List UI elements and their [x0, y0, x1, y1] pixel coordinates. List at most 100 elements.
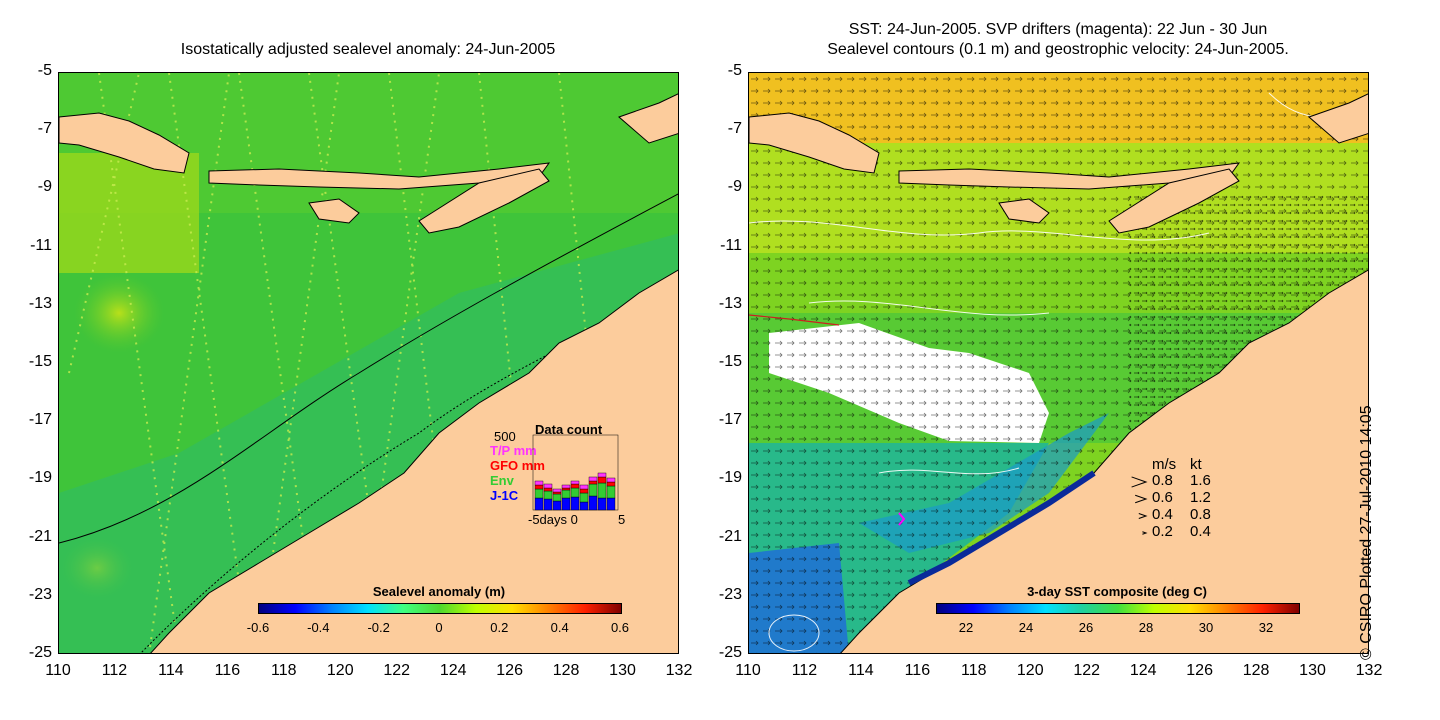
left-x-tick-label: 130	[609, 662, 636, 679]
left-y-tick-label: -13	[28, 294, 52, 312]
land-sumba	[998, 198, 1050, 224]
land-java	[59, 112, 190, 174]
left-x-tick-label: 112	[101, 662, 128, 679]
left-x-tick-label: 116	[214, 662, 241, 679]
velocity-legend-kt: 0.8	[1190, 506, 1211, 523]
left-colorbar-tick: 0.6	[610, 620, 630, 635]
left-x-tick-label: 118	[271, 662, 297, 679]
anomaly-high-region	[59, 153, 199, 273]
legend-env: Env	[490, 473, 514, 488]
right-panel-title-line2: Sealevel contours (0.1 m) and geostrophi…	[827, 41, 1289, 58]
left-y-tick-label: -5	[37, 62, 52, 79]
velocity-legend-ms: 0.8	[1152, 472, 1173, 489]
left-colorbar-tick: 0.4	[550, 620, 569, 635]
left-y-tick-label: -15	[28, 353, 52, 370]
right-y-tick-label: -11	[720, 236, 742, 254]
velocity-legend-ms: 0.2	[1152, 523, 1173, 540]
land-australia	[150, 269, 678, 653]
right-y-tick-label: -9	[727, 178, 742, 196]
left-x-tick-label: 122	[383, 662, 411, 679]
right-x-tick-label: 110	[735, 662, 761, 679]
land-north-island	[618, 93, 678, 144]
legend-j1c: J-1C	[490, 488, 519, 503]
velocity-legend-header-ms: m/s	[1152, 456, 1177, 473]
left-colorbar-tick: -0.6	[246, 620, 270, 635]
left-y-tick-label: -11	[30, 236, 52, 254]
land-north-island	[1308, 93, 1368, 144]
right-x-tick-label: 124	[1129, 662, 1157, 679]
right-x-tick-label: 122	[1073, 662, 1101, 679]
left-y-tick-label: -23	[28, 585, 52, 603]
legend-gfo: GFO mm	[490, 458, 545, 473]
left-panel-title: Isostatically adjusted sealevel anomaly:…	[180, 41, 556, 58]
right-colorbar	[936, 603, 1300, 614]
data-count-xlabel-end: 5	[618, 512, 626, 527]
left-colorbar	[258, 603, 622, 614]
right-y-tick-label: -21	[718, 527, 742, 545]
depth-contour	[59, 193, 678, 544]
left-colorbar-tick: 0.2	[490, 620, 509, 635]
right-x-tick-label: 118	[961, 662, 987, 679]
velocity-legend-ms: 0.6	[1152, 489, 1173, 506]
left-y-tick-label: -17	[28, 411, 52, 429]
velocity-legend-kt: 0.4	[1190, 523, 1211, 540]
velocity-legend-ms: 0.4	[1152, 506, 1173, 523]
land-timor	[1108, 168, 1240, 234]
left-y-tick-label: -21	[28, 527, 52, 545]
right-y-tick-label: -23	[718, 585, 742, 603]
right-x-tick-label: 114	[848, 662, 874, 679]
right-colorbar-tick: 26	[1078, 620, 1094, 635]
right-panel-title-line1: SST: 24-Jun-2005. SVP drifters (magenta)…	[848, 21, 1268, 38]
land-timor	[418, 168, 550, 234]
left-y-tick-label: -25	[28, 644, 52, 661]
right-colorbar-tick: 28	[1138, 620, 1154, 635]
right-colorbar-tick: 22	[958, 620, 974, 635]
right-y-tick-label: -7	[727, 120, 742, 138]
left-colorbar-title: Sealevel anomaly (m)	[372, 584, 506, 599]
left-map-canvas	[59, 73, 678, 653]
coastal-upwelling	[907, 470, 1096, 586]
land-sumba	[308, 198, 360, 224]
left-x-tick-label: 124	[439, 662, 467, 679]
right-colorbar-tick: 30	[1198, 620, 1214, 635]
right-x-tick-label: 130	[1299, 662, 1326, 679]
left-y-tick-label: -7	[37, 120, 52, 138]
right-x-tick-label: 116	[904, 662, 931, 679]
land-java	[749, 112, 880, 174]
right-x-tick-label: 112	[791, 662, 818, 679]
left-x-tick-label: 114	[158, 662, 184, 679]
right-colorbar-tick: 32	[1258, 620, 1274, 635]
left-map	[58, 72, 679, 654]
left-x-tick-label: 120	[326, 662, 354, 679]
right-y-tick-label: -25	[718, 644, 742, 661]
drifter-track	[749, 314, 840, 326]
data-count-max-label: 500	[494, 429, 516, 444]
right-y-tick-label: -17	[718, 411, 742, 429]
left-colorbar-tick: -0.4	[307, 620, 330, 635]
left-x-tick-label: 132	[665, 662, 693, 679]
right-y-tick-label: -13	[718, 294, 742, 312]
left-x-tick-label: 126	[496, 662, 523, 679]
left-x-tick-label: 110	[45, 662, 71, 679]
velocity-legend-kt: 1.2	[1190, 489, 1211, 506]
right-x-tick-label: 128	[1242, 662, 1270, 679]
right-colorbar-title: 3-day SST composite (deg C)	[1027, 584, 1207, 599]
right-colorbar-tick: 24	[1018, 620, 1034, 635]
left-y-tick-label: -9	[37, 178, 52, 196]
velocity-legend-header-kt: kt	[1190, 456, 1202, 473]
right-map	[748, 72, 1369, 654]
right-x-tick-label: 126	[1186, 662, 1213, 679]
drifter-track	[898, 512, 906, 526]
right-map-canvas	[749, 73, 1368, 653]
data-count-title: Data count	[535, 422, 603, 437]
velocity-legend-kt: 1.6	[1190, 472, 1211, 489]
plot-credit: © CSIRO Plotted 27-Jul-2010 14:05	[1358, 405, 1375, 660]
right-x-tick-label: 120	[1016, 662, 1044, 679]
left-x-tick-label: 128	[552, 662, 580, 679]
left-colorbar-tick: -0.2	[367, 620, 390, 635]
right-y-tick-label: -5	[727, 62, 742, 79]
depth-contour	[140, 283, 678, 653]
right-y-tick-label: -15	[718, 353, 742, 370]
left-colorbar-tick: 0	[435, 620, 443, 635]
anomaly-blob	[74, 273, 164, 353]
